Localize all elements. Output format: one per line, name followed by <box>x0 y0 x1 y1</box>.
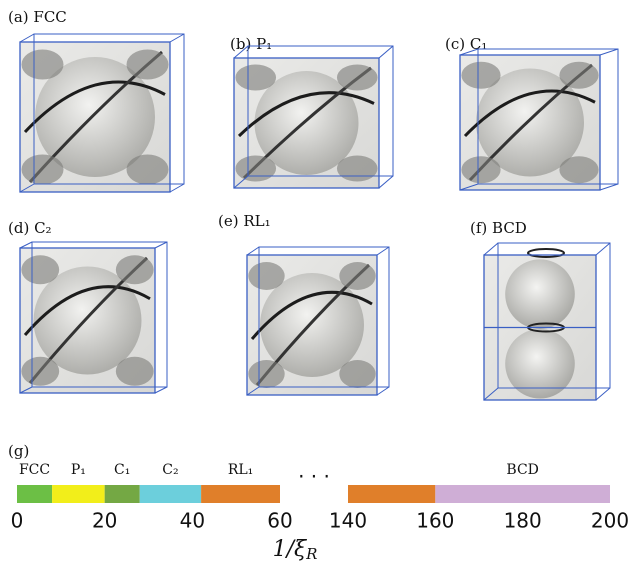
phase-segment <box>201 485 280 503</box>
phase-label: P₁ <box>71 462 86 478</box>
fermi-surface-render <box>20 242 167 393</box>
x-tick-label: 200 <box>591 509 629 533</box>
pocket <box>127 50 169 80</box>
depth-edge <box>247 247 259 255</box>
phase-segment <box>105 485 140 503</box>
fermi-surface-render <box>247 247 389 395</box>
phase-label: C₁ <box>114 462 130 478</box>
pocket <box>116 357 154 386</box>
pocket <box>337 65 378 91</box>
depth-edge <box>484 243 498 255</box>
depth-edge <box>379 46 393 58</box>
fermi-surface-render <box>460 49 618 190</box>
pocket <box>461 156 500 183</box>
pocket <box>235 156 276 182</box>
phase-segment <box>140 485 201 503</box>
x-tick-label: 40 <box>180 509 205 533</box>
depth-edge <box>379 176 393 188</box>
depth-edge <box>155 242 167 248</box>
panel-label: (f) BCD <box>470 219 527 237</box>
x-tick-label: 0 <box>11 509 24 533</box>
phase-label: FCC <box>19 462 50 478</box>
pocket <box>21 255 59 284</box>
pocket <box>339 360 375 388</box>
x-tick-label: 20 <box>92 509 117 533</box>
x-tick-label: 180 <box>504 509 542 533</box>
depth-edge <box>20 242 32 248</box>
pocket <box>22 50 64 80</box>
depth-edge <box>377 387 389 395</box>
pocket <box>21 357 59 386</box>
sphere <box>505 259 575 329</box>
pocket <box>559 156 598 183</box>
pocket <box>559 62 598 89</box>
x-axis-label: 1/ξR <box>273 537 318 562</box>
phase-segment <box>435 485 610 503</box>
pocket <box>248 262 284 290</box>
panel-label: (c) C₁ <box>445 35 487 53</box>
panel-label: (a) FCC <box>8 8 67 26</box>
depth-edge <box>155 387 167 393</box>
panel-label: (d) C₂ <box>8 219 52 237</box>
axis-break: · · · <box>298 465 330 489</box>
phase-label: BCD <box>506 462 538 478</box>
depth-edge <box>20 34 34 42</box>
x-tick-label: 60 <box>267 509 292 533</box>
pocket <box>461 62 500 89</box>
depth-edge <box>600 184 618 190</box>
fermi-surface-render <box>20 34 184 192</box>
pocket <box>235 65 276 91</box>
figure: (a) FCC(b) P₁(c) C₁(d) C₂(e) RL₁(f) BCD … <box>0 0 635 562</box>
phase-segment <box>17 485 52 503</box>
pocket <box>337 156 378 182</box>
panel-label: (b) P₁ <box>230 35 272 53</box>
x-tick-label: 140 <box>329 509 367 533</box>
panel-label: (g) <box>8 442 29 460</box>
phase-segment <box>348 485 435 503</box>
pocket <box>127 155 169 185</box>
pocket <box>116 255 154 284</box>
depth-edge <box>377 247 389 255</box>
phase-label: RL₁ <box>228 462 253 478</box>
fermi-surface-render <box>234 46 393 188</box>
phase-segment <box>52 485 105 503</box>
depth-edge <box>170 184 184 192</box>
depth-edge <box>596 388 610 400</box>
pocket <box>248 360 284 388</box>
pocket <box>339 262 375 290</box>
depth-edge <box>600 49 618 55</box>
depth-edge <box>170 34 184 42</box>
panel-label: (e) RL₁ <box>218 212 271 230</box>
x-tick-label: 160 <box>416 509 454 533</box>
phase-label: C₂ <box>162 462 178 478</box>
fermi-surface-render <box>484 243 610 400</box>
pocket <box>22 155 64 185</box>
depth-edge <box>596 243 610 255</box>
